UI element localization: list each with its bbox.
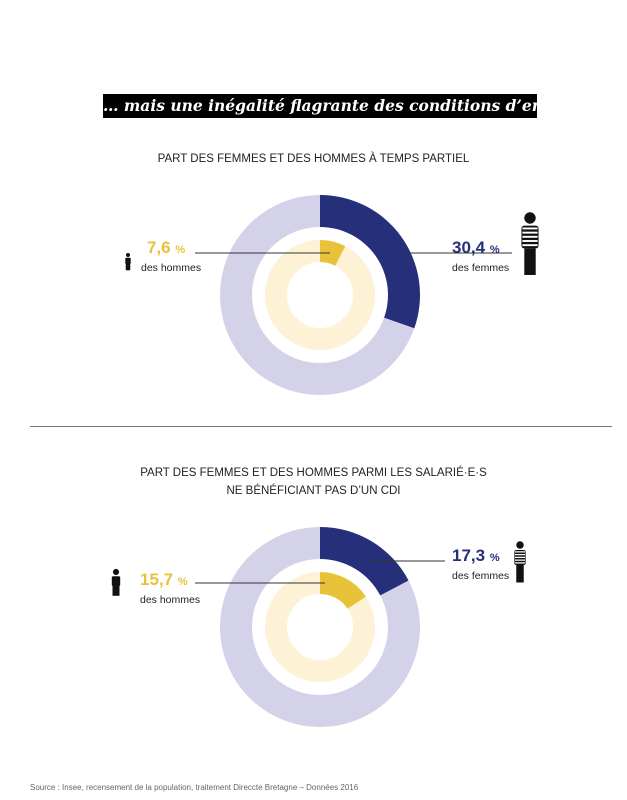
chart2-men-value: 15,7 % <box>140 570 188 589</box>
chart2-man-icon <box>111 568 121 596</box>
chart2-women-value: 17,3 % <box>452 546 500 565</box>
chart2-men-label: des hommes <box>140 594 201 606</box>
chart1-women-value: 30,4 % <box>452 238 500 257</box>
chart1-woman-icon <box>521 212 539 275</box>
chart1-title: PART DES FEMMES ET DES HOMMES À TEMPS PA… <box>157 153 470 165</box>
chart2-woman-icon <box>514 541 526 583</box>
chart1-man-icon <box>125 253 131 271</box>
chart1-women-ring-arc <box>320 195 420 329</box>
chart2-women-ring-arc <box>320 527 409 596</box>
source-note: Source : Insee, recensement de la popula… <box>30 783 359 792</box>
chart2-title-line1: PART DES FEMMES ET DES HOMMES PARMI LES … <box>140 467 487 479</box>
chart1-men-ring-rest <box>265 240 375 350</box>
chart2-women-label: des femmes <box>452 570 510 582</box>
chart2-men-ring-arc <box>320 572 366 609</box>
chart1-men-label: des hommes <box>141 262 202 274</box>
banner-title: … mais une inégalité flagrante des condi… <box>103 94 581 118</box>
chart2-title-line2: NE BÉNÉFICIANT PAS D’UN CDI <box>226 485 401 497</box>
chart1-men-ring-arc <box>320 240 346 266</box>
chart1-women-label: des femmes <box>452 262 510 274</box>
chart1-men-value: 7,6 % <box>147 238 186 257</box>
divider <box>30 426 612 427</box>
